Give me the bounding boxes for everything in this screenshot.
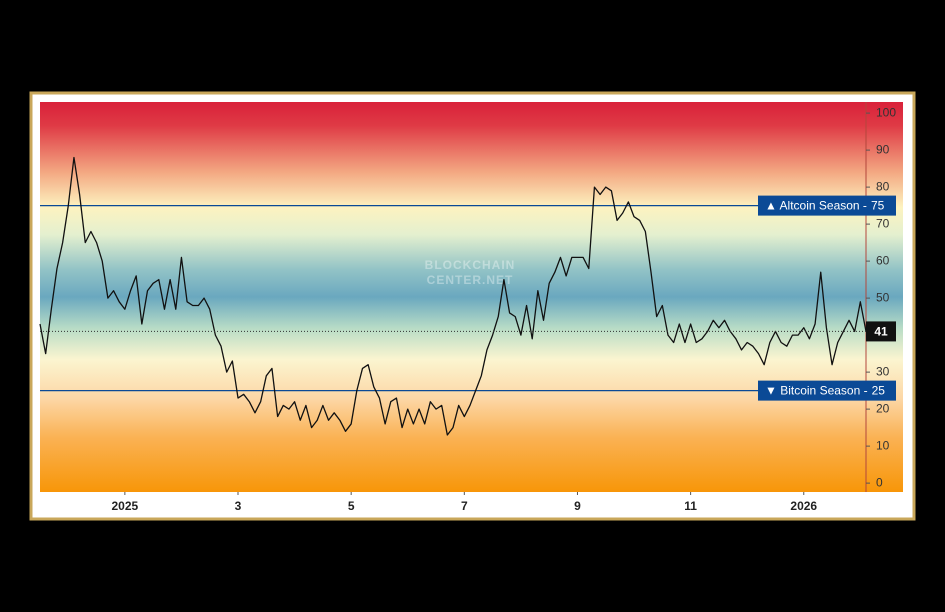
threshold-label-value: 75: [871, 199, 885, 213]
plot-background: [40, 102, 903, 492]
threshold-label: ▲ Altcoin Season - 75: [765, 199, 885, 213]
y-tick-label: 20: [876, 401, 890, 415]
y-tick-label: 100: [876, 105, 896, 119]
data-line: [39, 156, 867, 436]
y-tick-label: 60: [876, 253, 890, 267]
x-tick-label: 7: [461, 499, 468, 513]
threshold-label-text: ▲ Altcoin Season -: [765, 199, 867, 213]
watermark: BLOCKCHAIN: [425, 258, 516, 272]
threshold-label-text: ▼ Bitcoin Season -: [765, 384, 868, 398]
current-value-label: 41: [874, 325, 888, 339]
x-tick-label: 9: [574, 499, 581, 513]
x-tick-label: 2026: [790, 499, 817, 513]
y-tick-label: 30: [876, 364, 890, 378]
x-tick-label: 3: [235, 499, 242, 513]
x-tick-label: 2025: [112, 499, 139, 513]
y-tick-label: 0: [876, 475, 883, 489]
y-tick-label: 10: [876, 438, 890, 452]
threshold-label-value: 25: [872, 384, 886, 398]
y-tick-label: 70: [876, 216, 890, 230]
threshold-label-box: [758, 195, 896, 216]
y-tick-label: 80: [876, 179, 890, 193]
x-tick-label: 5: [348, 499, 355, 513]
current-value-box: [866, 321, 896, 342]
threshold-label-box: [758, 380, 896, 401]
threshold-label: ▼ Bitcoin Season - 25: [765, 384, 885, 398]
x-tick-label: 11: [684, 499, 697, 513]
y-tick-label: 90: [876, 142, 890, 156]
watermark: CENTER.NET: [427, 273, 514, 287]
y-tick-label: 50: [876, 290, 890, 304]
